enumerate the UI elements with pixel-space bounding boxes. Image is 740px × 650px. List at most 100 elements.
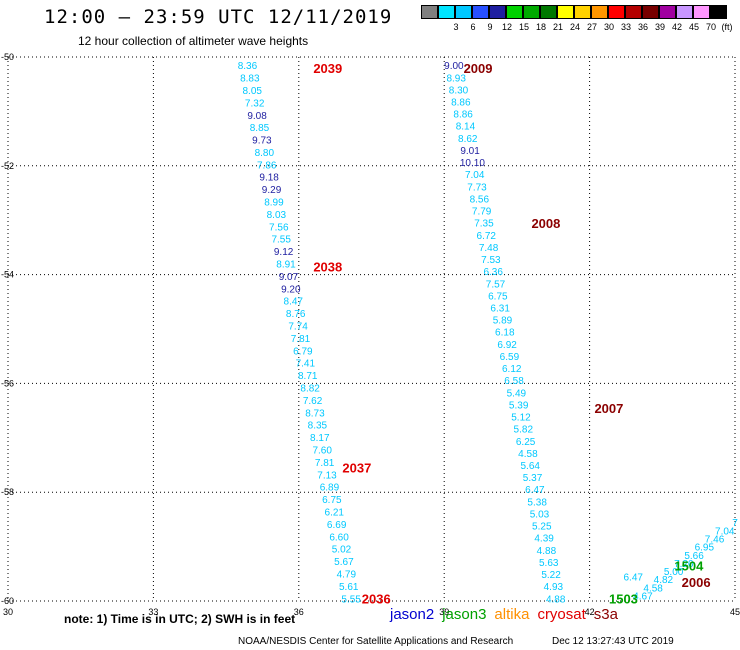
wave-height-label: 6.60	[329, 532, 349, 543]
wave-height-label: 7.53	[481, 255, 501, 266]
wave-height-label: 9.29	[262, 185, 282, 196]
x-tick-label: 36	[294, 607, 304, 617]
wave-height-label: 5.39	[509, 400, 529, 411]
wave-height-label: 9.20	[281, 284, 301, 295]
wave-height-label: 8.86	[451, 98, 471, 109]
scale-label: 39	[654, 22, 665, 32]
wave-height-label: 6.89	[320, 483, 340, 494]
wave-height-label: 6.47	[623, 573, 643, 584]
time-label: 2009	[464, 61, 493, 76]
wave-height-label: 8.36	[238, 61, 258, 72]
y-tick-label: -60	[1, 596, 14, 606]
wave-height-label: 6.31	[490, 303, 510, 314]
scale-label: 42	[671, 22, 682, 32]
wave-height-label: 7.86	[257, 160, 277, 171]
scale-unit: (ft)	[721, 22, 733, 32]
scale-swatch	[557, 5, 574, 19]
wave-height-label: 5.37	[523, 473, 543, 484]
wave-height-label: 9.18	[259, 173, 279, 184]
wave-height-label: 5.22	[541, 570, 561, 581]
scale-label: 27	[586, 22, 597, 32]
scale-swatch	[438, 5, 455, 19]
wave-height-label: 7	[732, 518, 738, 529]
wave-height-label: 7.79	[472, 207, 492, 218]
wave-height-label: 8.03	[267, 210, 287, 221]
scale-swatch	[455, 5, 472, 19]
scale-label: 70	[705, 22, 716, 32]
scale-label: 33	[620, 22, 631, 32]
x-tick-label: 45	[730, 607, 740, 617]
wave-height-label: 8.82	[300, 384, 320, 395]
y-tick-label: -56	[1, 378, 14, 388]
wave-height-label: 7.46	[705, 534, 725, 545]
wave-height-label: 8.73	[305, 408, 325, 419]
scale-swatch	[523, 5, 540, 19]
wave-height-label: 6.75	[322, 495, 342, 506]
wave-height-label: 7.73	[467, 182, 487, 193]
time-label: 2008	[531, 216, 560, 231]
wave-height-label: 5.55	[341, 594, 361, 605]
wave-height-label: 6.47	[525, 485, 545, 496]
legend-entry: jason3	[442, 606, 487, 623]
wave-height-label: 8.83	[240, 74, 260, 85]
wave-height-label: 5.82	[514, 425, 534, 436]
wave-height-label: 5.02	[332, 545, 352, 556]
scale-label: 9	[487, 22, 493, 32]
wave-height-label: 6.58	[504, 376, 524, 387]
x-tick-label: 39	[439, 607, 449, 617]
wave-height-label: 6.75	[488, 291, 508, 302]
scale-swatch	[591, 5, 608, 19]
wave-height-label: 5.67	[334, 557, 354, 568]
wave-height-label: 7.60	[312, 446, 332, 457]
scale-label: 3	[453, 22, 459, 32]
wave-height-label: 9.73	[252, 136, 272, 147]
wave-height-label: 6.12	[502, 364, 522, 375]
wave-height-label: 7.20	[674, 559, 694, 570]
scale-swatch	[472, 5, 489, 19]
wave-height-label: 5.38	[527, 497, 547, 508]
wave-height-label: 7.04	[465, 170, 485, 181]
wave-height-label: 7.32	[245, 98, 265, 109]
wave-height-label: 7.56	[269, 222, 289, 233]
wave-height-label: 5.03	[530, 509, 550, 520]
time-label: 2007	[594, 401, 623, 416]
scale-swatch	[540, 5, 557, 19]
wave-height-label: 6.79	[293, 346, 313, 357]
satellite-legend: jason2 jason3 altika cryosat s3a	[390, 606, 626, 623]
wave-height-label: 8.05	[243, 86, 263, 97]
scale-label: 6	[470, 22, 476, 32]
wave-height-label: 4.88	[537, 546, 557, 557]
wave-height-label: 8.14	[456, 122, 476, 133]
chart-subtitle: 12 hour collection of altimeter wave hei…	[78, 34, 309, 48]
wave-height-label: 5.49	[507, 388, 527, 399]
wave-height-label: 7.04	[715, 526, 735, 537]
time-label: 2006	[682, 575, 711, 590]
y-tick-label: -54	[1, 270, 14, 280]
time-label: 2038	[313, 259, 342, 274]
legend-entry: jason2	[390, 606, 435, 623]
chart-title: 12:00 – 23:59 UTC 12/11/2019	[44, 6, 393, 28]
scale-label: 12	[501, 22, 512, 32]
wave-height-label: 9.07	[279, 272, 299, 283]
y-tick-label: -58	[1, 487, 14, 497]
wave-height-label: 5.25	[532, 522, 552, 533]
wave-height-label: 8.91	[276, 260, 296, 271]
wave-height-label: 7.48	[479, 243, 499, 254]
wave-height-label: 7.35	[474, 219, 494, 230]
x-tick-label: 42	[585, 607, 595, 617]
wave-height-label: 5.61	[339, 582, 359, 593]
wave-height-label: 8.76	[286, 309, 306, 320]
wave-height-label: 4.67	[633, 592, 653, 603]
wave-height-label: 4.93	[544, 582, 564, 593]
wave-height-label: 8.93	[446, 73, 466, 84]
wave-height-label: 8.56	[470, 194, 490, 205]
scale-swatch	[659, 5, 676, 19]
scale-label: 24	[569, 22, 580, 32]
time-label: 1504	[674, 559, 704, 574]
scale-label: 45	[688, 22, 699, 32]
wave-height-label: 6.21	[325, 507, 345, 518]
wave-height-label: 6.69	[327, 520, 347, 531]
wave-height-label: 8.17	[310, 433, 330, 444]
wave-height-label: 5.64	[520, 461, 540, 472]
